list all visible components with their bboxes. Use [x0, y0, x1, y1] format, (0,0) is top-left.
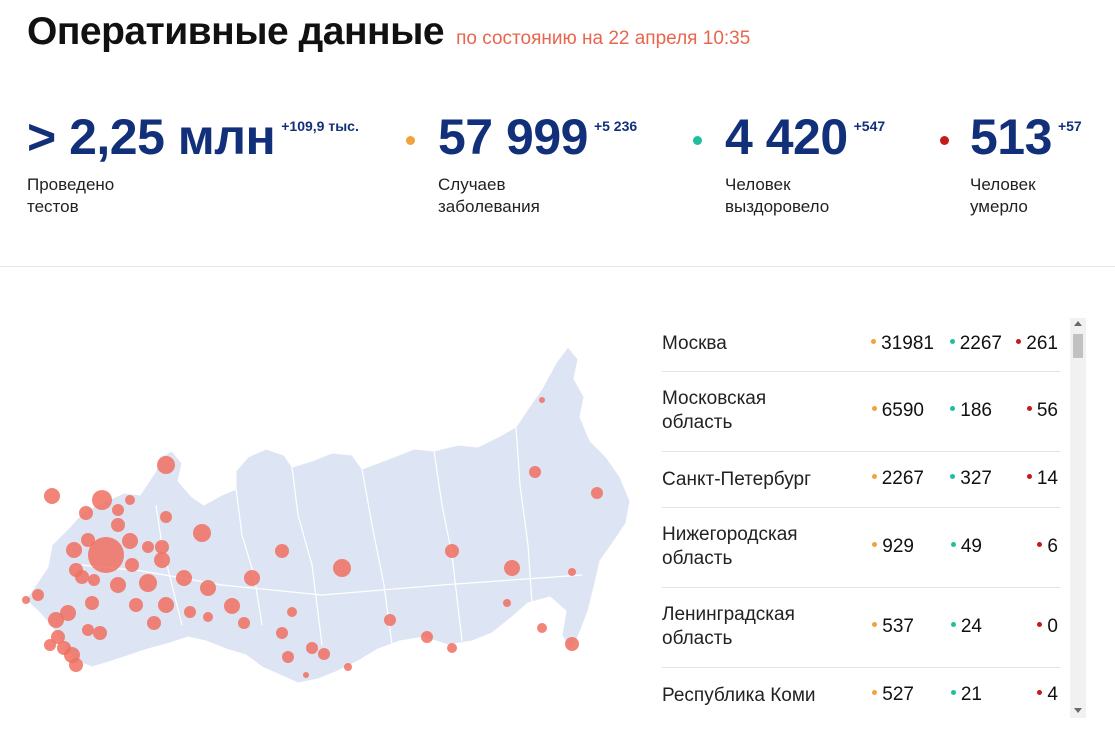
- stat-cases: 57 999 +5 236 Случаев заболевания: [406, 108, 638, 218]
- region-row[interactable]: Республика Коми 527 21 4: [662, 668, 1060, 718]
- cases-dot-icon: [406, 136, 415, 145]
- cases-count: 2267: [881, 468, 924, 489]
- as-of-timestamp: по состоянию на 22 апреля 10:35: [456, 28, 751, 49]
- deaths-dot-icon: [1026, 406, 1032, 412]
- stat-recovered: 4 420 +547 Человек выздоровело: [693, 108, 886, 218]
- cases-count: 527: [882, 684, 914, 705]
- deaths-count: 14: [1036, 468, 1058, 489]
- deaths-count: 4: [1047, 684, 1058, 705]
- region-name: Ленинградская область: [662, 604, 795, 649]
- scroll-up-arrow-icon[interactable]: [1074, 321, 1082, 326]
- deaths-value: 56: [1026, 400, 1058, 422]
- deaths-value: 14: [1026, 468, 1058, 490]
- recovered-dot-icon: [949, 339, 955, 345]
- region-row[interactable]: Ленинградская область 537 24 0: [662, 588, 1060, 668]
- deaths-value: 261: [1016, 333, 1058, 355]
- recovered-count: 2267: [959, 333, 1002, 354]
- cases-value: 6590: [871, 400, 924, 422]
- stat-delta: +57: [1057, 118, 1082, 134]
- recovered-count: 49: [960, 536, 982, 557]
- recovered-value: 2267: [949, 333, 1002, 355]
- recovered-dot-icon: [693, 136, 702, 145]
- deaths-value: 4: [1037, 684, 1058, 706]
- map-bubbles: [22, 397, 603, 678]
- recovered-count: 21: [960, 684, 982, 705]
- page-title: Оперативные данные: [27, 10, 445, 53]
- deaths-count: 261: [1026, 333, 1058, 354]
- region-row[interactable]: Нижегородская область 929 49 6: [662, 508, 1060, 588]
- recovered-dot-icon: [950, 474, 956, 480]
- stat-label: Случаев заболевания: [438, 175, 540, 216]
- recovered-count: 327: [960, 468, 992, 489]
- deaths-count: 0: [1047, 616, 1058, 637]
- deaths-dot-icon: [940, 136, 949, 145]
- deaths-dot-icon: [1016, 339, 1022, 345]
- stat-label: Человек умерло: [970, 175, 1036, 216]
- deaths-dot-icon: [1037, 622, 1043, 628]
- recovered-count: 186: [960, 400, 992, 421]
- deaths-dot-icon: [1037, 542, 1043, 548]
- region-row[interactable]: Московская область 6590 186 56: [662, 372, 1060, 452]
- region-row[interactable]: Санкт-Петербург 2267 327 14: [662, 452, 1060, 508]
- deaths-dot-icon: [1037, 690, 1043, 696]
- stat-delta: +547: [853, 118, 886, 134]
- cases-value: 2267: [871, 468, 924, 490]
- region-name: Москва: [662, 333, 727, 354]
- deaths-dot-icon: [1026, 474, 1032, 480]
- stat-value: 513: [970, 109, 1052, 165]
- cases-count: 6590: [881, 400, 924, 421]
- stat-delta: +5 236: [593, 118, 638, 134]
- stat-delta: +109,9 тыс.: [281, 118, 359, 134]
- recovered-value: 186: [950, 400, 992, 422]
- title-row: Оперативные данные по состоянию на 22 ап…: [27, 10, 750, 54]
- recovered-dot-icon: [950, 542, 956, 548]
- stat-label: Человек выздоровело: [725, 175, 830, 216]
- recovered-value: 24: [950, 616, 982, 638]
- recovered-count: 24: [960, 616, 982, 637]
- cases-dot-icon: [872, 690, 878, 696]
- recovered-value: 327: [950, 468, 992, 490]
- cases-dot-icon: [871, 474, 877, 480]
- recovered-value: 21: [950, 684, 982, 706]
- stat-value: 4 420: [725, 109, 848, 165]
- cases-dot-icon: [872, 622, 878, 628]
- recovered-dot-icon: [950, 690, 956, 696]
- cases-count: 537: [882, 616, 914, 637]
- region-name: Республика Коми: [662, 685, 816, 706]
- deaths-value: 0: [1037, 616, 1058, 638]
- section-divider: [0, 266, 1115, 267]
- region-name: Санкт-Петербург: [662, 469, 812, 490]
- region-list-scrollbar[interactable]: [1070, 318, 1086, 718]
- cases-dot-icon: [871, 406, 877, 412]
- recovered-value: 49: [950, 536, 982, 558]
- map-land: [25, 346, 631, 684]
- cases-dot-icon: [871, 339, 877, 345]
- region-row[interactable]: Москва 31981 2267 261: [662, 318, 1060, 372]
- stat-deaths: 513 +57 Человек умерло: [940, 108, 1082, 218]
- cases-value: 537: [872, 616, 914, 638]
- region-name: Нижегородская область: [662, 524, 798, 569]
- region-list[interactable]: Москва 31981 2267 261 Московская область…: [662, 318, 1060, 718]
- recovered-dot-icon: [950, 622, 956, 628]
- cases-value: 929: [872, 536, 914, 558]
- map-region-borders: [81, 426, 583, 646]
- deaths-count: 56: [1036, 400, 1058, 421]
- scrollbar-thumb[interactable]: [1073, 334, 1083, 358]
- cases-value: 527: [872, 684, 914, 706]
- cases-dot-icon: [872, 542, 878, 548]
- region-name: Московская область: [662, 388, 767, 433]
- stat-label: Проведено тестов: [27, 175, 115, 216]
- stat-value: 57 999: [438, 109, 588, 165]
- stat-tests: > 2,25 млн +109,9 тыс. Проведено тестов: [27, 108, 359, 218]
- cases-count: 31981: [881, 333, 934, 354]
- recovered-dot-icon: [950, 406, 956, 412]
- cases-value: 31981: [871, 333, 934, 355]
- scroll-down-arrow-icon[interactable]: [1074, 708, 1082, 713]
- cases-count: 929: [882, 536, 914, 557]
- deaths-count: 6: [1047, 536, 1058, 557]
- deaths-value: 6: [1037, 536, 1058, 558]
- russia-map[interactable]: [22, 345, 632, 690]
- stat-value: > 2,25 млн: [27, 109, 276, 165]
